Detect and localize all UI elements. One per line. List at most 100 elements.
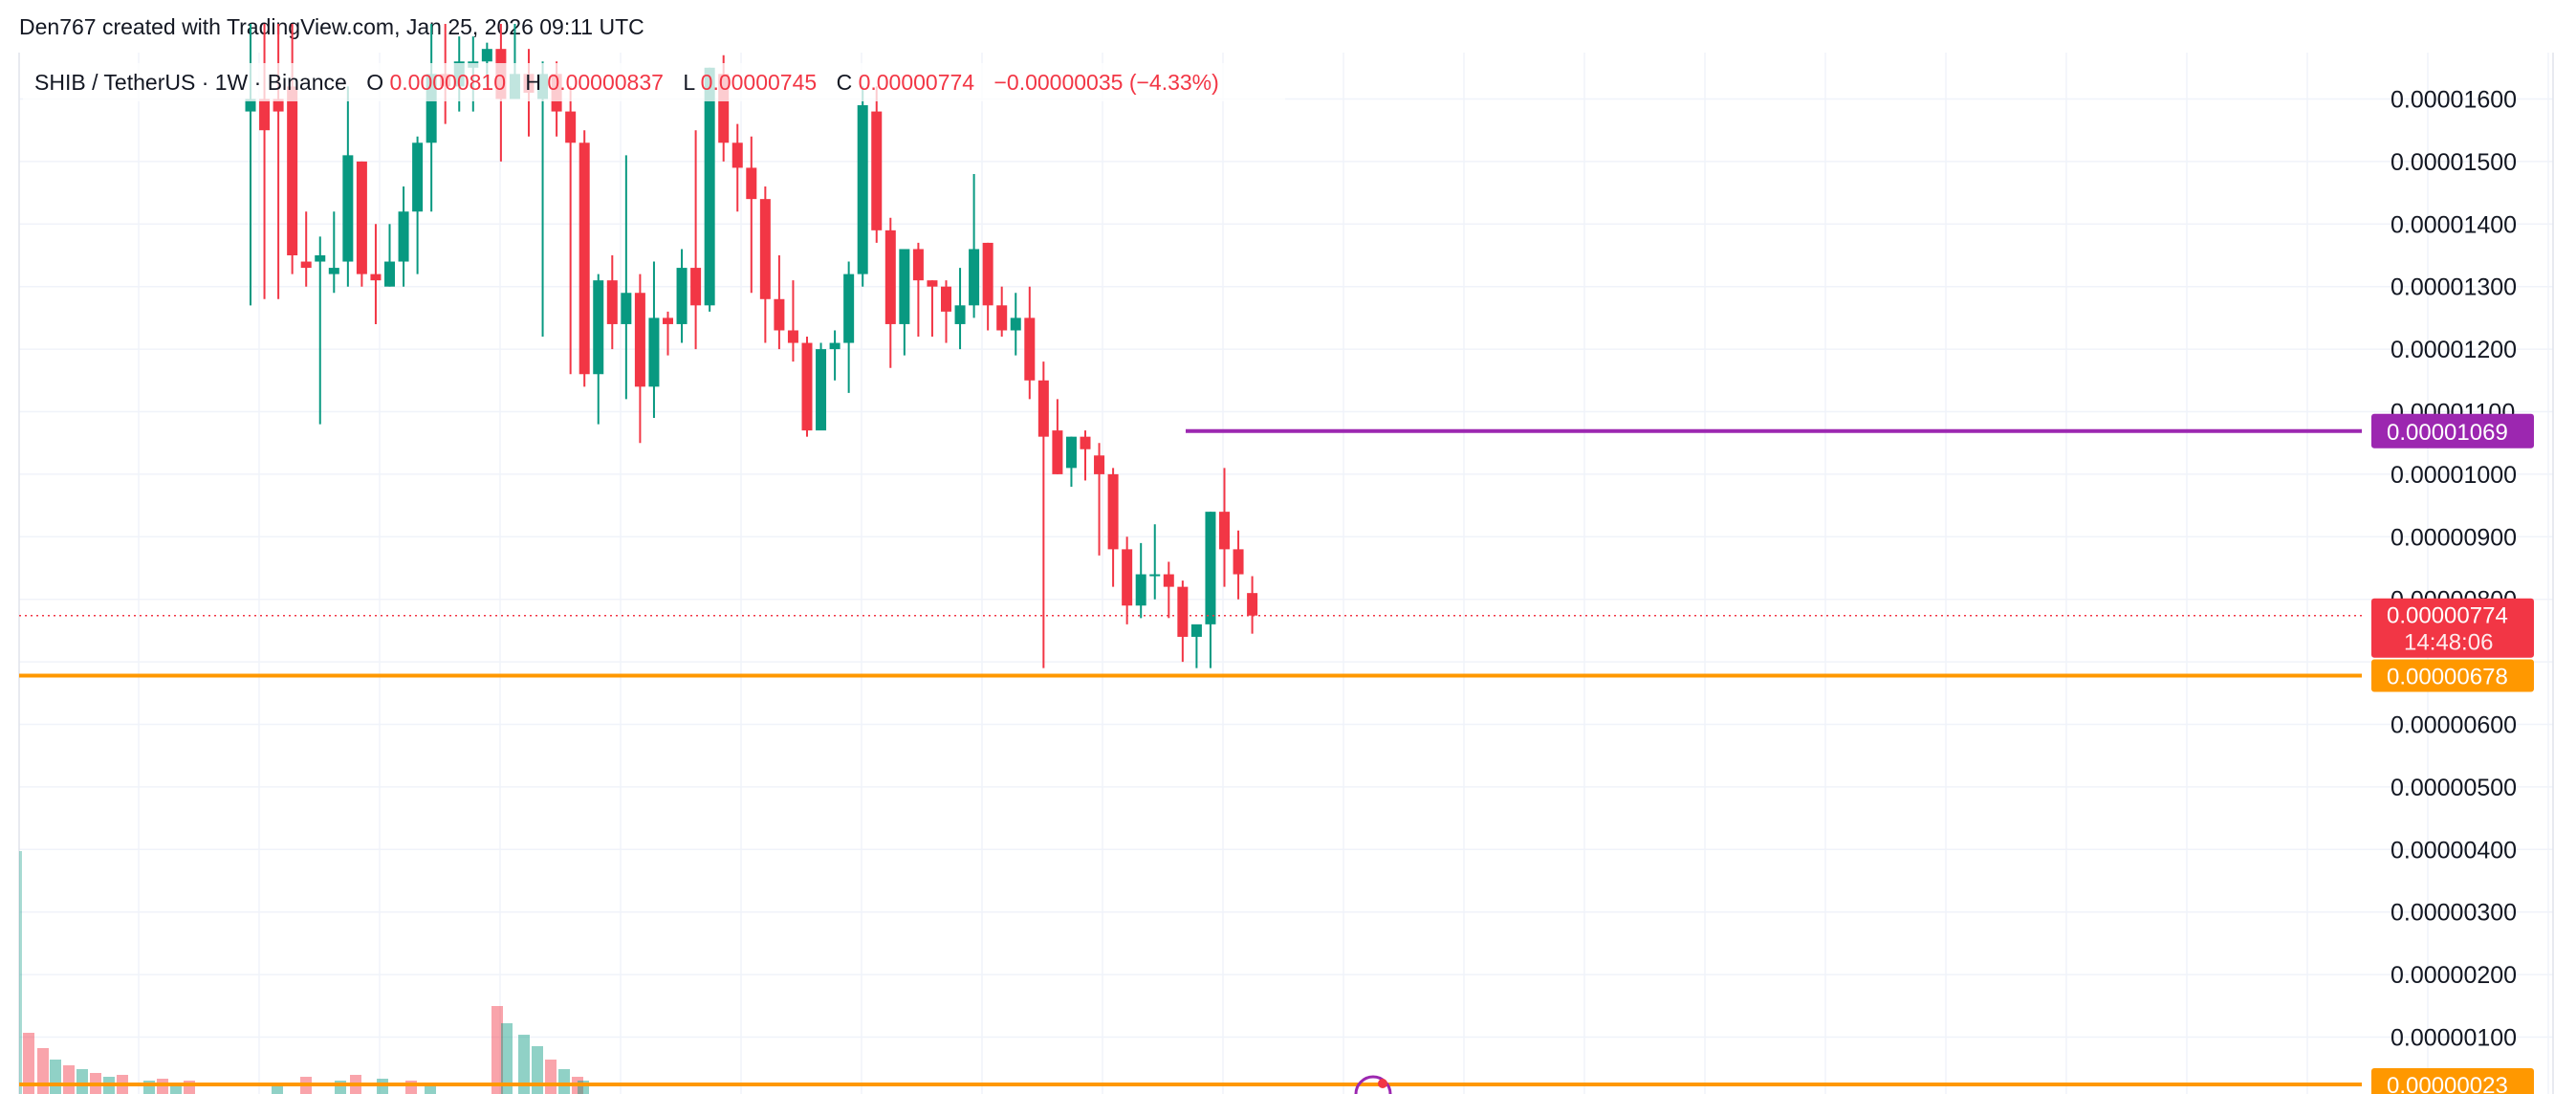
candle <box>1010 293 1021 356</box>
price-tick-label: 0.00001000 <box>2390 462 2517 489</box>
candle-body <box>774 298 785 331</box>
candle <box>287 24 298 274</box>
candle <box>1149 524 1161 600</box>
price-tick-label: 0.00001400 <box>2390 211 2517 238</box>
candle-body <box>912 249 924 281</box>
candle-body <box>634 293 645 387</box>
candle <box>663 311 673 356</box>
current-price-tag <box>2371 598 2534 658</box>
candle-body <box>1149 574 1161 577</box>
price-axis[interactable]: 0.00001600 0.00001500 0.00001400 0.00001300… <box>2390 87 2517 1052</box>
legend-high-label: H <box>525 70 541 95</box>
candle-body <box>704 67 715 306</box>
candle-body <box>606 280 618 324</box>
bottom-price-tag <box>2371 1068 2534 1094</box>
candle <box>579 130 590 387</box>
candle <box>1247 576 1258 634</box>
candle-body <box>801 342 813 431</box>
candle <box>746 136 757 294</box>
candle-body <box>1065 436 1077 469</box>
volume-bar <box>532 1046 543 1094</box>
candle <box>398 186 409 287</box>
candle <box>426 24 437 212</box>
orange-price-tag <box>2371 659 2534 692</box>
legend-high-value: 0.00000837 <box>547 70 664 95</box>
candle <box>537 61 549 338</box>
price-tick-label: 0.00000100 <box>2390 1025 2517 1052</box>
candle-body <box>384 261 395 287</box>
candle-body <box>969 249 980 306</box>
candle-body <box>370 274 382 281</box>
legend-symbol: SHIB / TetherUS · 1W · Binance <box>34 70 347 95</box>
drawing-marker-dot <box>1378 1079 1387 1088</box>
price-tick-label: 0.00001600 <box>2390 87 2517 114</box>
candle <box>857 86 868 287</box>
candle <box>634 274 645 444</box>
candle-body <box>648 317 660 387</box>
candle-body <box>1247 593 1258 616</box>
price-tick-label: 0.00001200 <box>2390 337 2517 363</box>
candle <box>1037 361 1049 668</box>
price-tick-label: 0.00000200 <box>2390 962 2517 989</box>
candle <box>593 274 604 425</box>
chart-credit: Den767 created with TradingView.com, Jan… <box>19 14 644 39</box>
candle <box>412 136 424 274</box>
candle-body <box>593 280 604 375</box>
candle-body <box>426 74 437 143</box>
candle <box>899 249 910 356</box>
price-tick-label: 0.00000600 <box>2390 712 2517 739</box>
candle <box>315 236 326 425</box>
candle <box>356 161 367 287</box>
candle-body <box>398 211 409 262</box>
candle-body <box>1219 512 1230 550</box>
candle-body <box>941 286 951 312</box>
candle <box>1177 580 1189 663</box>
candle <box>621 155 632 400</box>
candle-body <box>1163 574 1174 587</box>
price-tick-label: 0.00000900 <box>2390 524 2517 551</box>
candle <box>731 123 743 212</box>
candle-body <box>676 268 688 324</box>
candle <box>941 280 951 343</box>
chart-grid <box>18 53 2554 1094</box>
candle-body <box>690 268 702 306</box>
candle-body <box>621 293 632 324</box>
candle-body <box>899 249 910 324</box>
candle <box>829 330 840 381</box>
candles <box>245 24 1258 668</box>
candle <box>704 67 715 312</box>
legend-close-label: C <box>837 70 853 95</box>
volume-bar <box>558 1069 570 1094</box>
candle <box>565 86 577 375</box>
legend-open-value: 0.00000810 <box>389 70 506 95</box>
candle <box>370 224 382 324</box>
candle <box>1080 430 1091 481</box>
volume-bar <box>37 1048 49 1094</box>
candle-body <box>1190 624 1202 637</box>
candle-body <box>356 161 367 274</box>
candle-body <box>412 142 424 212</box>
candle <box>1135 542 1146 619</box>
candle-body <box>982 242 993 306</box>
candle-body <box>1052 430 1063 474</box>
candle-body <box>816 349 827 431</box>
candle-body <box>996 305 1008 331</box>
candle <box>912 242 924 338</box>
candle-body <box>273 98 284 112</box>
candle-body <box>1135 574 1146 606</box>
candle <box>1190 624 1202 668</box>
candle-body <box>1037 380 1049 437</box>
candle-body <box>718 74 730 143</box>
candle <box>1065 436 1077 487</box>
candle-body <box>731 142 743 168</box>
candle <box>342 86 354 287</box>
candle-body <box>927 280 938 287</box>
horizontal-lines[interactable] <box>19 428 2362 1094</box>
candle <box>954 268 966 350</box>
candle <box>982 242 993 331</box>
volume-bar <box>19 851 22 1094</box>
candle <box>801 337 813 437</box>
candle <box>1233 530 1244 600</box>
